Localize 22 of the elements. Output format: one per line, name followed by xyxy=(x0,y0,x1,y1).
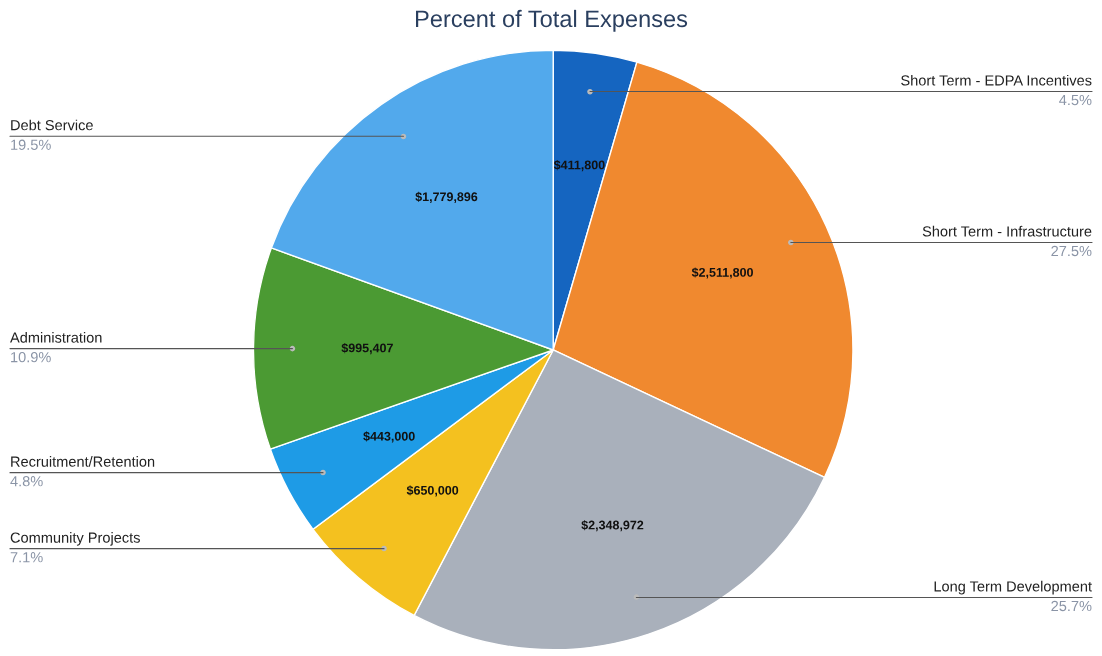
text: 10.9% xyxy=(11,351,51,363)
text: 7.1% xyxy=(10,552,43,563)
data-label: $995,407 xyxy=(341,342,393,355)
slice-label: Debt Service xyxy=(11,119,93,131)
slice-label: Administration xyxy=(10,332,102,343)
text: 4.8% xyxy=(10,476,43,487)
data-label: $411,800 xyxy=(553,159,605,172)
data-label: $2,348,972 xyxy=(581,520,644,532)
text: 27.5% xyxy=(1051,245,1092,257)
data-label: $1,779,896 xyxy=(415,191,478,203)
text: 25.7% xyxy=(1051,600,1092,612)
text: 19.5% xyxy=(11,139,51,150)
slice-label: Short Term - EDPA Incentives xyxy=(901,74,1092,86)
data-label: $650,000 xyxy=(406,485,459,497)
chart-title: Percent of Total Expenses xyxy=(416,9,688,32)
text: 4.5% xyxy=(1059,94,1092,106)
slice-label: Short Term - Infrastructure xyxy=(922,225,1092,237)
data-label: $443,000 xyxy=(363,431,415,443)
slice-label: Community Projects xyxy=(10,532,140,546)
data-label: $2,511,800 xyxy=(691,267,753,279)
slice-label: Long Term Development xyxy=(934,580,1092,595)
slice-label: Recruitment/Retention xyxy=(11,456,155,467)
